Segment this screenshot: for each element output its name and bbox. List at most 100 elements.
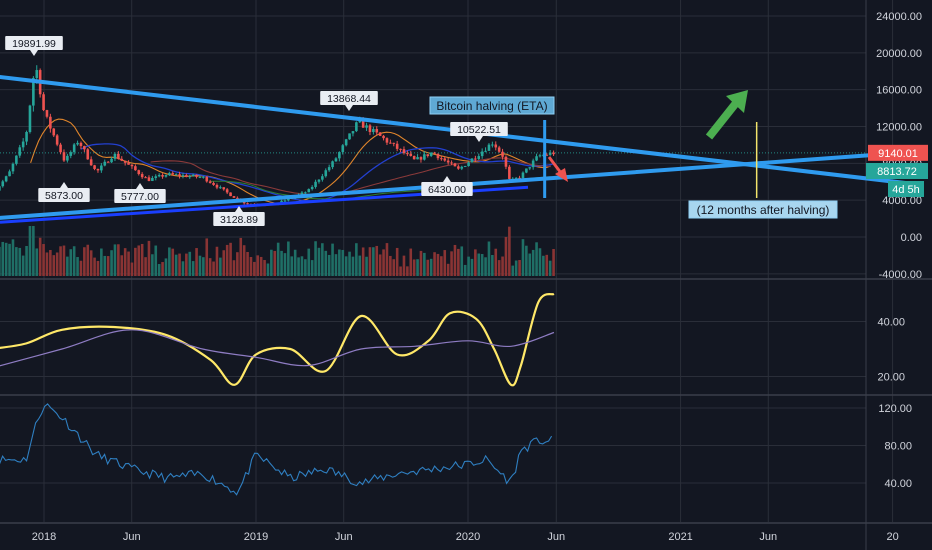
candle-body (355, 122, 358, 132)
volume-bar (501, 256, 504, 276)
volume-bar (35, 248, 39, 276)
volume-bar (212, 261, 215, 276)
volume-bar (497, 260, 501, 276)
candle-body (548, 152, 552, 155)
volume-bar (25, 245, 28, 276)
candle-body (215, 184, 219, 188)
candle-body (457, 166, 460, 169)
volume-bar (188, 251, 192, 276)
countdown-tag: 4d 5h (888, 181, 924, 197)
candle-body (518, 177, 521, 179)
volume-bar (304, 259, 307, 276)
candle-body (25, 132, 28, 142)
candle-body (242, 201, 246, 204)
volume-bar (310, 260, 314, 276)
volume-bar (76, 257, 79, 276)
volume-bar (412, 259, 416, 276)
volume-bar (463, 264, 467, 276)
current-price-tag-text: 8813.72 (877, 166, 917, 178)
volume-bar (100, 248, 103, 276)
volume-bar (426, 259, 430, 276)
volume-bar (552, 249, 555, 276)
candle-body (35, 70, 39, 78)
candle-body (409, 153, 413, 156)
volume-bar (103, 255, 107, 276)
volume-bar (72, 246, 76, 276)
volume-bar (147, 240, 151, 276)
candle-body (127, 162, 130, 165)
candle-body (59, 144, 62, 153)
candle-body (470, 158, 474, 163)
candle-body (494, 144, 498, 148)
label-peak-2020-bg (450, 122, 508, 136)
candle-body (501, 151, 504, 157)
volume-bar (215, 246, 219, 276)
volume-bar (127, 251, 130, 276)
candle-body (280, 200, 283, 204)
volume-bar (327, 254, 331, 276)
volume-bar (89, 250, 93, 276)
candlesticks (0, 65, 555, 207)
candle-body (508, 166, 511, 179)
volume-bar (504, 237, 508, 276)
label-low-a-bg (38, 188, 90, 202)
volume-bar (38, 237, 42, 276)
candle-body (317, 179, 321, 182)
time-axis-label: 2018 (32, 531, 56, 543)
candle-body (66, 155, 69, 161)
price-axis-label: -4000.00 (879, 269, 922, 281)
volume-bar (389, 255, 392, 276)
candle-body (181, 175, 185, 177)
volume-bar (195, 248, 198, 276)
volume-bar (168, 247, 171, 276)
last-close-tag-text: 9140.01 (878, 148, 918, 160)
volume-bar (531, 249, 535, 276)
candle-body (287, 198, 290, 201)
volume-bar (416, 259, 419, 276)
label-peak-2020-text: 10522.51 (457, 124, 501, 136)
candle-body (205, 176, 209, 182)
candle-body (338, 152, 341, 159)
volume-bar (222, 250, 226, 276)
volume-bar (59, 246, 62, 276)
volume-bar (399, 266, 402, 276)
candle-body (463, 166, 467, 168)
volume-bar (518, 260, 521, 276)
volume-bar (372, 247, 375, 276)
volume-bar (137, 245, 141, 276)
volume-bar (208, 258, 212, 276)
time-axis-label: 2020 (456, 531, 480, 543)
candle-body (191, 174, 195, 177)
volume-bar (385, 243, 389, 276)
candle-body (100, 165, 103, 171)
candle-body (521, 172, 525, 179)
candle-body (123, 160, 127, 163)
volume-bar (314, 241, 317, 276)
volume-bar (460, 246, 464, 276)
candle-body (406, 153, 409, 155)
candle-body (314, 181, 317, 187)
rsi-line-yellow (0, 292, 555, 387)
up-arrow-head (726, 90, 748, 113)
volume-bar (270, 249, 273, 276)
candle-body (188, 176, 192, 178)
label-peak-2017-text: 19891.99 (12, 38, 56, 50)
volume-bar (477, 253, 481, 276)
label-peak-2019-bg (320, 91, 378, 105)
volume-bar (246, 252, 249, 276)
volume-bar (276, 242, 280, 276)
volume-bar (331, 243, 334, 276)
volume-bar (368, 247, 372, 276)
candle-body (171, 173, 175, 175)
label-low-b-text: 5777.00 (121, 191, 159, 203)
candle-body (416, 157, 419, 160)
label-peak-2019: 13868.44 (320, 91, 378, 111)
countdown-tag-bg (888, 181, 924, 197)
volume-bar (21, 255, 25, 276)
candle-body (307, 189, 311, 193)
time-axis-label: Jun (759, 531, 777, 543)
volume-bar (334, 254, 338, 276)
volume-bar (202, 257, 205, 276)
candle-body (62, 152, 66, 161)
